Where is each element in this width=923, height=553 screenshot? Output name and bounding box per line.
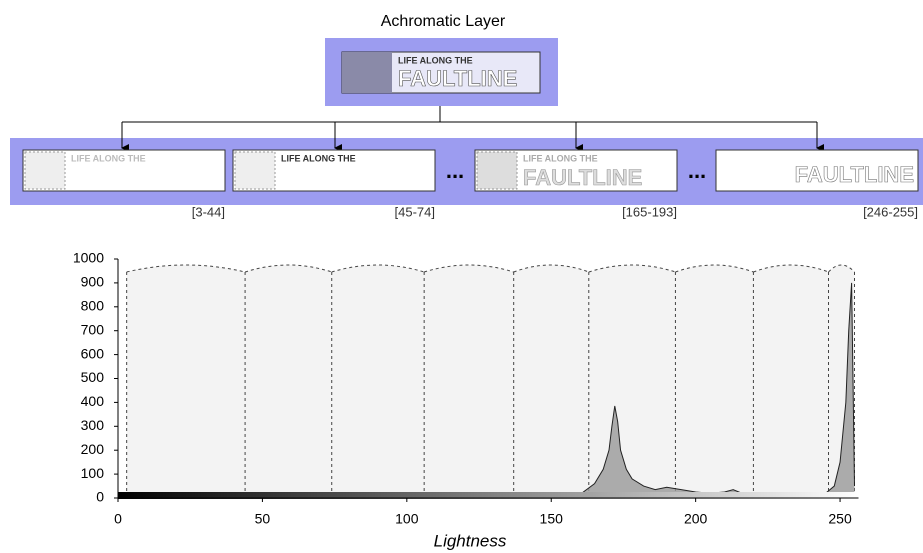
thumbnail-text: FAULTLINE xyxy=(795,162,914,187)
x-tick-label: 100 xyxy=(395,511,419,527)
range-label: [165-193] xyxy=(622,204,677,219)
y-tick-label: 600 xyxy=(81,345,105,361)
thumbnail-text: LIFE ALONG THE xyxy=(281,153,356,163)
y-tick-label: 400 xyxy=(81,393,105,409)
y-tick-label: 900 xyxy=(81,274,105,290)
segment-arch xyxy=(331,264,425,273)
thumbnail-text: LIFE ALONG THE xyxy=(523,153,598,163)
thumbnail-picture xyxy=(24,151,66,190)
x-tick-label: 0 xyxy=(114,511,122,527)
lightness-gradient xyxy=(118,492,859,499)
source-text: FAULTLINE xyxy=(398,66,517,91)
segment xyxy=(513,265,589,498)
range-label: [3-44] xyxy=(192,204,225,219)
x-tick-label: 50 xyxy=(255,511,271,527)
y-tick-label: 700 xyxy=(81,321,105,337)
segment-arch xyxy=(513,264,589,273)
thumbnail-text: LIFE ALONG THE xyxy=(71,153,146,163)
thumbnail xyxy=(715,149,919,192)
thumbnail-text: FAULTLINE xyxy=(523,165,642,190)
y-tick-label: 100 xyxy=(81,465,105,481)
x-tick-label: 200 xyxy=(684,511,708,527)
x-tick-label: 250 xyxy=(828,511,852,527)
segment-arch xyxy=(828,264,855,273)
range-label: [246-255] xyxy=(863,204,918,219)
diagram-title: Achromatic Layer xyxy=(381,13,506,30)
ellipsis: ... xyxy=(446,158,464,183)
segment-arch xyxy=(244,264,332,273)
source-picture xyxy=(342,52,392,93)
range-label: [45-74] xyxy=(395,204,435,219)
y-tick-label: 300 xyxy=(81,417,105,433)
segment-arch xyxy=(675,264,754,273)
source-text: LIFE ALONG THE xyxy=(398,55,473,65)
y-tick-label: 0 xyxy=(96,489,104,505)
segment xyxy=(331,265,425,498)
y-tick-label: 500 xyxy=(81,369,105,385)
segment xyxy=(245,265,332,498)
segment-arch xyxy=(588,264,676,273)
segment xyxy=(675,265,754,498)
segment xyxy=(424,265,514,498)
y-tick-label: 200 xyxy=(81,441,105,457)
thumbnail-picture xyxy=(476,151,518,190)
segment xyxy=(753,265,829,498)
segment xyxy=(588,265,676,498)
y-tick-label: 800 xyxy=(81,298,105,314)
thumbnail-picture xyxy=(234,151,276,190)
segment-arch xyxy=(753,264,829,273)
segment-arch xyxy=(126,264,246,273)
segment xyxy=(126,265,246,498)
x-tick-label: 150 xyxy=(540,511,564,527)
x-axis-label: Lightness xyxy=(434,531,507,550)
y-tick-label: 1000 xyxy=(73,250,104,266)
ellipsis: ... xyxy=(688,158,706,183)
